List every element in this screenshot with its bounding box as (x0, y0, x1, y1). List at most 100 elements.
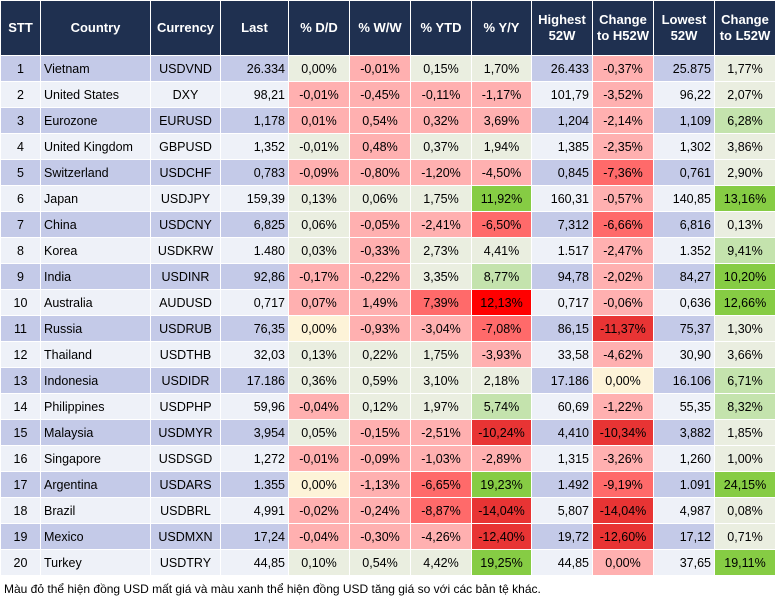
cell-change-to-l52w: 3,86% (714, 133, 776, 160)
table-row: 10 Australia AUDUSD 0,717 0,07% 1,49% 7,39% 12,… (0, 289, 776, 316)
header-currency: Currency (150, 0, 221, 56)
cell-pct-ww: -0,15% (349, 419, 411, 446)
cell-pct-ytd: 2,73% (410, 237, 472, 264)
cell-pct-yy: -4,50% (471, 159, 532, 186)
cell-stt: 1 (0, 55, 41, 82)
header-country: Country (40, 0, 151, 56)
cell-pct-yy: 2,18% (471, 367, 532, 394)
cell-pct-dd: 0,13% (288, 185, 350, 212)
cell-stt: 14 (0, 393, 41, 420)
cell-change-to-l52w: 12,66% (714, 289, 776, 316)
cell-lowest-52w: 25.875 (653, 55, 715, 82)
cell-highest-52w: 60,69 (531, 393, 593, 420)
cell-country: Argentina (40, 471, 151, 498)
cell-lowest-52w: 17,12 (653, 523, 715, 550)
cell-stt: 3 (0, 107, 41, 134)
cell-change-to-l52w: 2,90% (714, 159, 776, 186)
table-row: 2 United States DXY 98,21 -0,01% -0,45% -0,11%… (0, 81, 776, 108)
cell-pct-ytd: -1,03% (410, 445, 472, 472)
cell-highest-52w: 0,845 (531, 159, 593, 186)
cell-pct-ww: 0,22% (349, 341, 411, 368)
cell-pct-ww: -0,93% (349, 315, 411, 342)
cell-pct-dd: 0,00% (288, 55, 350, 82)
cell-stt: 16 (0, 445, 41, 472)
cell-last: 0,783 (220, 159, 289, 186)
cell-pct-yy: 1,94% (471, 133, 532, 160)
header-pct-dd: % D/D (288, 0, 350, 56)
cell-pct-ww: -1,13% (349, 471, 411, 498)
cell-last: 1,178 (220, 107, 289, 134)
table-row: 16 Singapore USDSGD 1,272 -0,01% -0,09% -1,03%… (0, 445, 776, 472)
cell-stt: 15 (0, 419, 41, 446)
cell-change-to-h52w: -12,60% (592, 523, 654, 550)
cell-pct-yy: 19,25% (471, 549, 532, 576)
cell-lowest-52w: 16.106 (653, 367, 715, 394)
cell-highest-52w: 7,312 (531, 211, 593, 238)
cell-change-to-h52w: -14,04% (592, 497, 654, 524)
cell-change-to-h52w: -4,62% (592, 341, 654, 368)
cell-currency: USDBRL (150, 497, 221, 524)
currency-table: STT Country Currency Last% D/D% W/W% YTD% Y… (0, 0, 776, 576)
cell-highest-52w: 94,78 (531, 263, 593, 290)
cell-currency: USDSGD (150, 445, 221, 472)
table-row: 14 Philippines USDPHP 59,96 -0,04% 0,12% 1,97%… (0, 393, 776, 420)
table-row: 15 Malaysia USDMYR 3,954 0,05% -0,15% -2,51% -1… (0, 419, 776, 446)
cell-currency: USDIDR (150, 367, 221, 394)
cell-stt: 8 (0, 237, 41, 264)
cell-pct-dd: 0,06% (288, 211, 350, 238)
cell-currency: USDVND (150, 55, 221, 82)
cell-pct-ww: -0,33% (349, 237, 411, 264)
cell-highest-52w: 101,79 (531, 81, 593, 108)
cell-lowest-52w: 1,260 (653, 445, 715, 472)
header-pct-ytd: % YTD (410, 0, 472, 56)
cell-country: Mexico (40, 523, 151, 550)
cell-last: 6,825 (220, 211, 289, 238)
cell-change-to-h52w: -2,35% (592, 133, 654, 160)
cell-country: Malaysia (40, 419, 151, 446)
cell-lowest-52w: 30,90 (653, 341, 715, 368)
cell-pct-dd: 0,10% (288, 549, 350, 576)
table-row: 3 Eurozone EURUSD 1,178 0,01% 0,54% 0,32% 3,69%… (0, 107, 776, 134)
cell-lowest-52w: 1,302 (653, 133, 715, 160)
cell-pct-dd: -0,01% (288, 445, 350, 472)
cell-pct-ytd: 0,37% (410, 133, 472, 160)
cell-change-to-h52w: -7,36% (592, 159, 654, 186)
cell-stt: 13 (0, 367, 41, 394)
cell-currency: USDARS (150, 471, 221, 498)
cell-pct-ytd: 3,10% (410, 367, 472, 394)
cell-last: 32,03 (220, 341, 289, 368)
cell-highest-52w: 160,31 (531, 185, 593, 212)
cell-change-to-l52w: 1,85% (714, 419, 776, 446)
cell-change-to-l52w: 6,71% (714, 367, 776, 394)
cell-pct-ytd: 1,75% (410, 341, 472, 368)
cell-change-to-h52w: -6,66% (592, 211, 654, 238)
cell-lowest-52w: 1.091 (653, 471, 715, 498)
cell-lowest-52w: 4,987 (653, 497, 715, 524)
header-row: STT Country Currency Last% D/D% W/W% YTD% Y… (0, 0, 776, 56)
cell-change-to-l52w: 13,16% (714, 185, 776, 212)
cell-pct-ww: -0,24% (349, 497, 411, 524)
cell-last: 59,96 (220, 393, 289, 420)
cell-highest-52w: 33,58 (531, 341, 593, 368)
cell-pct-yy: 8,77% (471, 263, 532, 290)
cell-change-to-h52w: 0,00% (592, 367, 654, 394)
cell-last: 17,24 (220, 523, 289, 550)
header-stt: STT (0, 0, 41, 56)
cell-currency: USDCHF (150, 159, 221, 186)
cell-pct-ytd: -2,41% (410, 211, 472, 238)
cell-country: Vietnam (40, 55, 151, 82)
table-row: 8 Korea USDKRW 1.480 0,03% -0,33% 2,73% 4,41% 1.… (0, 237, 776, 264)
cell-change-to-l52w: 3,66% (714, 341, 776, 368)
cell-highest-52w: 26.433 (531, 55, 593, 82)
cell-currency: USDTRY (150, 549, 221, 576)
cell-last: 17.186 (220, 367, 289, 394)
cell-change-to-h52w: -0,37% (592, 55, 654, 82)
cell-lowest-52w: 75,37 (653, 315, 715, 342)
cell-pct-ytd: 1,97% (410, 393, 472, 420)
cell-country: Russia (40, 315, 151, 342)
cell-stt: 2 (0, 81, 41, 108)
cell-currency: USDMXN (150, 523, 221, 550)
cell-stt: 18 (0, 497, 41, 524)
cell-last: 98,21 (220, 81, 289, 108)
cell-pct-ytd: -4,26% (410, 523, 472, 550)
